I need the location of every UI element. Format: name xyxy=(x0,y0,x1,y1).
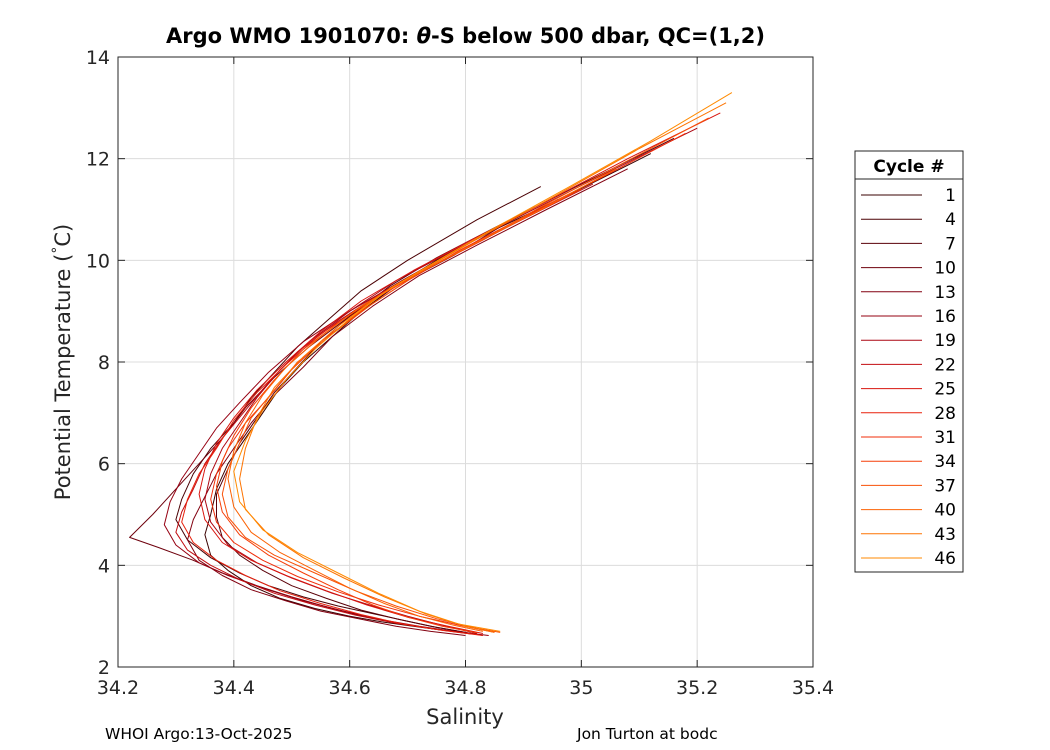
y-tick-label: 4 xyxy=(98,555,110,577)
legend-box xyxy=(854,150,964,573)
legend-label: 4 xyxy=(945,210,956,230)
x-axis-label: Salinity xyxy=(426,705,504,729)
y-tick-label: 12 xyxy=(86,149,110,171)
y-tick-label: 10 xyxy=(86,250,110,272)
series-line-cycle-10 xyxy=(129,219,513,635)
legend-label: 43 xyxy=(934,525,956,545)
x-tick-label: 34.4 xyxy=(213,677,255,699)
data-series xyxy=(129,92,733,636)
legend-label: 22 xyxy=(934,355,956,375)
x-tick-label: 34.8 xyxy=(444,677,486,699)
series-line-cycle-22 xyxy=(175,183,594,635)
x-tick-label: 35 xyxy=(569,677,593,699)
series-line-cycle-4 xyxy=(175,186,542,633)
axis-ticks: 34.2 34.4 34.6 34.8 35 35.2 35.4 2 4 6 8 10 12 14 xyxy=(86,47,834,699)
y-tick-label: 6 xyxy=(98,454,110,476)
y-tick-label: 8 xyxy=(98,352,110,374)
legend-label: 37 xyxy=(934,476,956,496)
legend-label: 1 xyxy=(945,186,956,206)
legend-title: Cycle # xyxy=(873,157,944,177)
series-line-cycle-46 xyxy=(233,92,733,632)
x-tick-label: 34.6 xyxy=(329,677,371,699)
series-line-cycle-40 xyxy=(227,168,617,632)
footer-author: Jon Turton at bodc xyxy=(577,725,718,743)
series-line-cycle-34 xyxy=(216,188,582,634)
legend-label: 13 xyxy=(934,283,956,303)
legend-label: 34 xyxy=(934,452,956,472)
x-tick-label: 34.2 xyxy=(97,677,139,699)
grid-lines xyxy=(118,57,813,667)
legend-label: 46 xyxy=(934,549,956,569)
y-tick-label: 14 xyxy=(86,47,110,69)
series-line-cycle-31 xyxy=(210,132,686,633)
legend-label: 19 xyxy=(934,331,956,351)
legend-label: 16 xyxy=(934,307,956,327)
legend-label: 10 xyxy=(934,259,956,279)
legend: Cycle # 1 4 7 10 13 16 19 22 25 28 31 34 37 40 43 46 xyxy=(854,150,964,573)
legend-label: 28 xyxy=(934,404,956,424)
footer-source: WHOI Argo:13-Oct-2025 xyxy=(105,725,293,743)
legend-label: 31 xyxy=(934,428,956,448)
series-line-cycle-13 xyxy=(187,168,628,636)
legend-label: 25 xyxy=(934,380,956,400)
legend-label: 7 xyxy=(945,234,956,254)
chart-title: Argo WMO 1901070: θ-S below 500 dbar, QC… xyxy=(165,24,765,48)
x-tick-label: 35.4 xyxy=(792,677,834,699)
legend-entries: 1 4 7 10 13 16 19 22 25 28 31 34 37 40 43 46 xyxy=(861,186,956,569)
series-line-cycle-7 xyxy=(216,137,675,636)
series-line-cycle-19 xyxy=(204,127,698,634)
y-axis-label: Potential Temperature (°C) xyxy=(50,224,75,500)
x-tick-label: 35.2 xyxy=(676,677,718,699)
y-tick-label: 2 xyxy=(98,657,110,679)
series-line-cycle-43 xyxy=(239,102,727,633)
legend-label: 40 xyxy=(934,501,956,521)
